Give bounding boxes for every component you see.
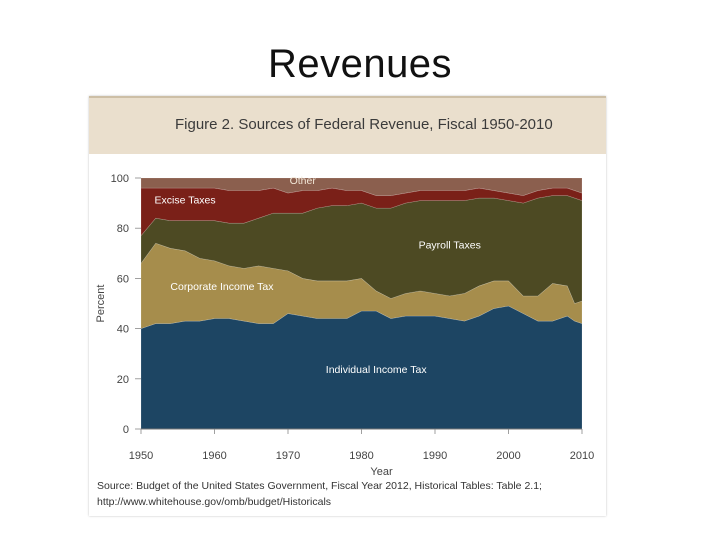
y-axis-title: Percent (95, 285, 107, 323)
area-label-payroll-taxes: Payroll Taxes (419, 239, 481, 251)
x-tick-label: 2000 (496, 450, 520, 462)
area-other (140, 177, 583, 196)
source-line-1: Source: Budget of the United States Gove… (97, 480, 542, 492)
area-corporate-income-tax (140, 242, 583, 330)
revenue-area-chart: 0 20 40 60 80 100 1950 1960 1970 1980 1990 2000 2010… (95, 173, 594, 478)
area-label-other: Other (290, 175, 317, 187)
x-tick-label: 1950 (129, 450, 153, 462)
x-tick-label: 1970 (276, 450, 300, 462)
area-label-individual-income-tax: Individual Income Tax (326, 364, 428, 376)
y-tick-label: 80 (117, 223, 129, 235)
x-tick-label: 1990 (423, 450, 447, 462)
figure-header: Figure 2. Sources of Federal Revenue, Fi… (89, 96, 606, 154)
y-tick-label: 40 (117, 324, 129, 336)
y-tick-label: 20 (117, 374, 129, 386)
x-axis-title: Year (370, 466, 393, 478)
area-label-corporate-income-tax: Corporate Income Tax (170, 281, 274, 293)
x-tick-label: 2010 (570, 450, 594, 462)
y-tick-label: 100 (111, 173, 129, 185)
slide-title: Revenues (267, 42, 453, 86)
y-tick-label: 60 (117, 273, 129, 285)
x-tick-label: 1960 (202, 450, 226, 462)
figure-panel: Figure 2. Sources of Federal Revenue, Fi… (89, 96, 606, 516)
y-tick-label: 0 (123, 424, 129, 436)
figure-title: Figure 2. Sources of Federal Revenue, Fi… (175, 116, 553, 133)
area-label-excise-taxes: Excise Taxes (155, 195, 216, 207)
x-tick-label: 1980 (349, 450, 373, 462)
source-line-2: http://www.whitehouse.gov/omb/budget/His… (97, 496, 332, 508)
